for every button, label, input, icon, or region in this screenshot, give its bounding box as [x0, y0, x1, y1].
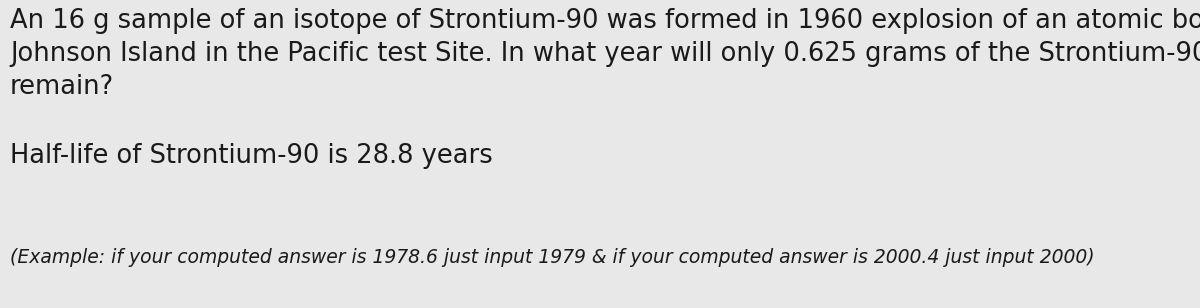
Text: (Example: if your computed answer is 1978.6 just input 1979 & if your computed a: (Example: if your computed answer is 197…	[10, 248, 1094, 267]
Text: Half-life of Strontium-90 is 28.8 years: Half-life of Strontium-90 is 28.8 years	[10, 143, 493, 169]
Text: An 16 g sample of an isotope of Strontium-90 was formed in 1960 explosion of an : An 16 g sample of an isotope of Strontiu…	[10, 8, 1200, 100]
